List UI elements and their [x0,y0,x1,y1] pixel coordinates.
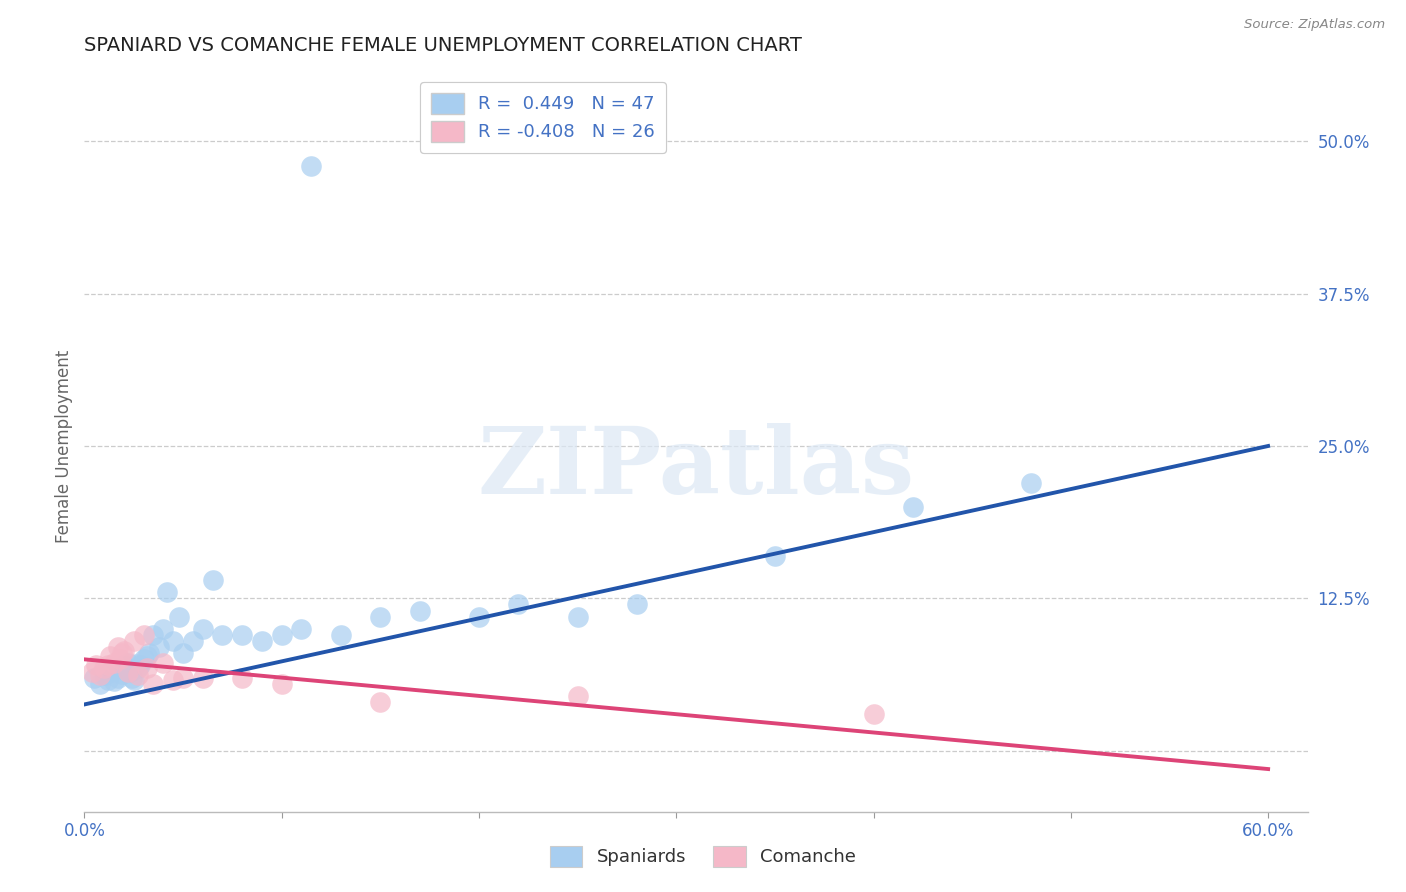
Point [93,661,115,675]
Point [112,658,135,673]
Point [84,658,107,673]
Point [1021,475,1043,490]
Point [626,598,648,612]
Point [117,665,139,679]
Point [508,598,530,612]
Point [124,657,146,672]
Point [172,671,194,685]
Point [162,634,184,648]
Point [191,671,214,685]
Point [567,689,589,703]
Point [231,671,253,685]
Point [409,604,432,618]
Point [93,668,115,682]
Point [138,646,160,660]
Point [111,646,134,660]
Point [136,661,159,675]
Point [152,656,174,670]
Point [201,573,224,587]
Point [270,628,292,642]
Text: Source: ZipAtlas.com: Source: ZipAtlas.com [1244,18,1385,31]
Point [112,644,135,658]
Legend: R =  0.449   N = 47, R = -0.408   N = 26: R = 0.449 N = 47, R = -0.408 N = 26 [420,82,666,153]
Point [97,658,120,673]
Point [82,665,104,679]
Point [136,648,159,663]
Point [122,673,145,687]
Point [250,634,273,648]
Point [148,640,170,655]
Point [128,658,150,673]
Point [98,648,121,663]
Point [108,652,131,666]
Point [172,646,194,660]
Point [107,671,129,685]
Text: ZIPatlas: ZIPatlas [478,423,914,513]
Text: SPANIARD VS COMANCHE FEMALE UNEMPLOYMENT CORRELATION CHART: SPANIARD VS COMANCHE FEMALE UNEMPLOYMENT… [84,36,803,54]
Point [862,707,884,722]
Point [142,628,165,642]
Point [162,673,184,687]
Point [152,622,174,636]
Point [98,665,121,679]
Point [127,668,149,682]
Point [368,695,391,709]
Point [108,661,131,675]
Point [763,549,786,563]
Point [231,628,253,642]
Point [290,622,312,636]
Point [118,665,141,679]
Point [299,159,322,173]
Point [901,500,924,514]
Point [132,628,155,642]
Point [329,628,352,642]
Point [83,671,105,685]
Point [167,609,190,624]
Point [89,676,111,690]
Point [107,640,129,655]
Point [97,673,120,687]
Point [117,656,139,670]
Point [121,671,143,685]
Point [191,622,214,636]
Legend: Spaniards, Comanche: Spaniards, Comanche [543,838,863,874]
Point [111,667,134,681]
Point [142,676,165,690]
Point [181,634,204,648]
Point [103,656,125,670]
Point [122,634,145,648]
Point [468,609,491,624]
Point [368,609,391,624]
Y-axis label: Female Unemployment: Female Unemployment [55,350,73,542]
Point [132,652,155,666]
Point [156,585,179,599]
Point [127,661,149,675]
Point [114,663,136,677]
Point [103,674,125,689]
Point [211,628,233,642]
Point [270,676,292,690]
Point [89,668,111,682]
Point [567,609,589,624]
